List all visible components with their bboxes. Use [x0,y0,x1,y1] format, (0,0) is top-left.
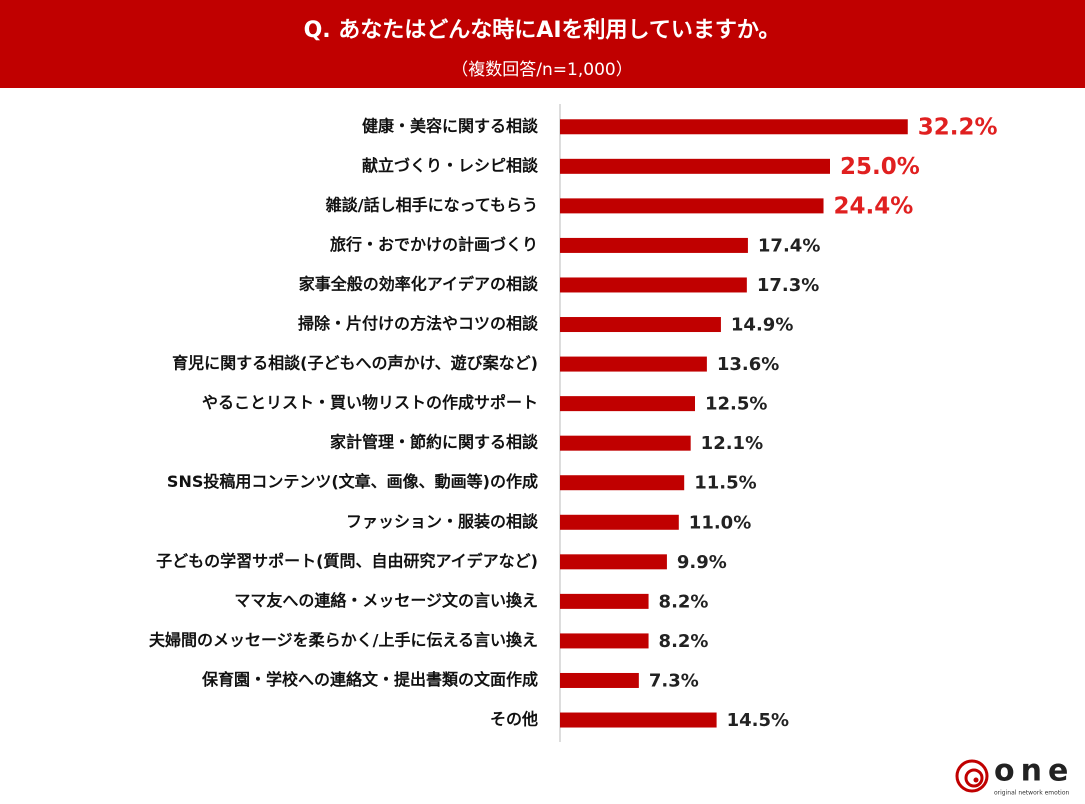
category-label: 夫婦間のメッセージを柔らかく/上手に伝える言い換え [149,630,538,649]
category-label: 健康・美容に関する相談 [362,116,539,135]
logo-icon [955,759,989,793]
category-label: 掃除・片付けの方法やコツの相談 [298,314,539,333]
logo-text: one [994,754,1074,789]
value-label: 9.9% [677,552,727,573]
chart-title: Q. あなたはどんな時にAIを利用していますか。 [304,18,781,43]
bar [560,317,721,333]
category-label: その他 [490,710,538,729]
bar [560,158,830,174]
value-label: 11.5% [694,473,756,494]
bar [560,593,649,609]
bar [560,514,679,530]
bar [560,237,748,253]
logo-icon [964,768,984,788]
value-label: 14.9% [731,315,793,336]
value-label: 12.1% [701,433,763,454]
category-label: 献立づくり・レシピ相談 [362,156,539,175]
category-label: 雑談/話し相手になってもらう [325,195,538,214]
bar [560,554,667,570]
value-label: 25.0% [840,154,920,180]
bar [560,633,649,649]
category-label: 子どもの学習サポート(質問、自由研究アイデアなど) [156,551,538,570]
value-label: 24.4% [834,193,914,219]
value-label: 17.3% [757,275,819,296]
value-label: 7.3% [649,670,699,691]
value-label: 32.2% [918,114,998,140]
chart-subtitle: （複数回答/n=1,000） [451,60,632,80]
category-label: 家計管理・節約に関する相談 [330,433,539,452]
bar [560,119,908,135]
bar [560,435,691,451]
value-label: 13.6% [717,354,779,375]
logo-tagline: original network emotion [994,790,1070,797]
logo-icon [973,777,979,783]
category-label: 保育園・学校への連絡文・提出書類の文面作成 [201,670,538,689]
value-label: 8.2% [659,631,709,652]
category-label: 家事全般の効率化アイデアの相談 [299,274,539,293]
category-label: ファッション・服装の相談 [346,512,539,531]
category-label: やることリスト・買い物リストの作成サポート [202,393,538,412]
bar [560,277,747,293]
category-label: ママ友への連絡・メッセージ文の言い換え [234,591,538,610]
bar [560,672,639,688]
category-label: SNS投稿用コンテンツ(文章、画像、動画等)の作成 [167,472,538,491]
value-label: 17.4% [758,235,820,256]
category-label: 育児に関する相談(子どもへの声かけ、遊び案など) [172,354,538,373]
value-label: 11.0% [689,512,751,533]
bar [560,475,685,491]
bar [560,198,824,214]
bar [560,712,717,728]
header-band [0,0,1085,88]
value-label: 14.5% [727,710,789,731]
value-label: 12.5% [705,394,767,415]
logo: one original network emotion [955,754,1074,797]
value-label: 8.2% [659,591,709,612]
bar [560,356,707,372]
bar [560,396,695,412]
category-label: 旅行・おでかけの計画づくり [330,235,538,254]
